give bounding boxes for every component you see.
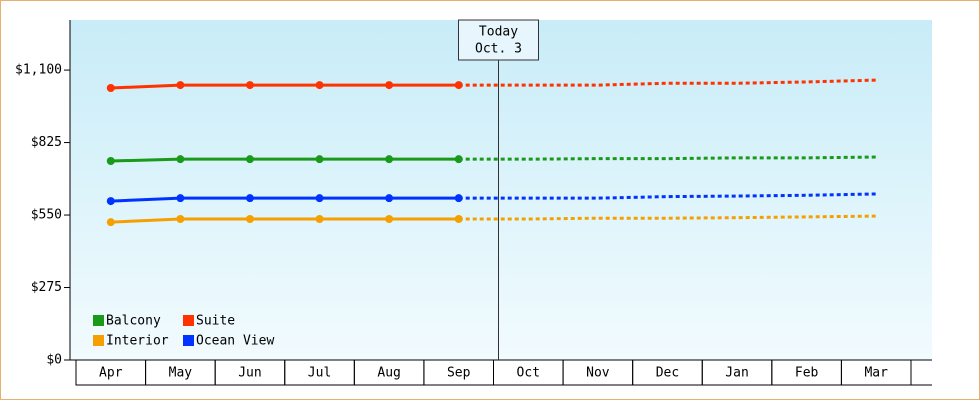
price-point bbox=[245, 81, 254, 90]
x-tick-label: Jan bbox=[725, 366, 748, 381]
price-point bbox=[106, 197, 115, 206]
price-point bbox=[245, 194, 254, 203]
x-tick-label: May bbox=[169, 366, 193, 381]
price-point bbox=[315, 214, 324, 223]
price-point bbox=[315, 194, 324, 203]
plot-area bbox=[70, 20, 932, 360]
x-tick-label: Jul bbox=[308, 366, 331, 381]
today-date: Oct. 3 bbox=[475, 42, 522, 57]
x-tick-label: Aug bbox=[377, 366, 400, 381]
x-tick-label: Nov bbox=[586, 366, 610, 381]
price-point bbox=[385, 81, 394, 90]
today-label: Today bbox=[479, 25, 518, 40]
price-line bbox=[110, 157, 459, 163]
price-line bbox=[110, 196, 459, 203]
price-point bbox=[315, 81, 324, 90]
price-point bbox=[176, 214, 185, 223]
legend-swatch bbox=[93, 315, 104, 326]
price-point bbox=[106, 218, 115, 227]
x-category-box bbox=[840, 359, 912, 386]
legend-label: Suite bbox=[196, 314, 235, 329]
x-tick-label: Apr bbox=[99, 366, 123, 381]
price-point bbox=[385, 214, 394, 223]
legend-swatch bbox=[93, 335, 104, 346]
x-tick-label: Dec bbox=[656, 366, 679, 381]
legend-label: Interior bbox=[106, 334, 169, 349]
y-tick-label: $0 bbox=[46, 353, 62, 368]
price-line bbox=[110, 83, 459, 90]
price-point bbox=[454, 194, 463, 203]
price-point bbox=[454, 81, 463, 90]
y-tick-label: $1,100 bbox=[15, 63, 62, 78]
legend-label: Balcony bbox=[106, 314, 161, 329]
x-tick-label: Sep bbox=[447, 366, 471, 381]
y-tick-label: $275 bbox=[31, 280, 62, 295]
x-tick-label: Mar bbox=[864, 366, 888, 381]
y-tick-label: $825 bbox=[31, 135, 62, 150]
legend-swatch bbox=[183, 315, 194, 326]
price-point bbox=[245, 214, 254, 223]
legend-label: Ocean View bbox=[196, 334, 274, 349]
price-point bbox=[385, 194, 394, 203]
price-point bbox=[106, 84, 115, 92]
x-tick-label: Oct bbox=[517, 366, 540, 381]
price-point bbox=[176, 81, 185, 90]
price-point bbox=[176, 194, 185, 203]
price-point bbox=[315, 155, 324, 164]
x-tick-label: Feb bbox=[795, 366, 819, 381]
price-point bbox=[106, 157, 115, 166]
price-point bbox=[454, 214, 463, 223]
today-box bbox=[458, 19, 539, 61]
price-point bbox=[454, 155, 463, 164]
legend-swatch bbox=[183, 335, 194, 346]
x-tick-label: Jun bbox=[238, 366, 261, 381]
price-point bbox=[385, 155, 394, 164]
price-point bbox=[245, 155, 254, 164]
price-line bbox=[110, 217, 459, 224]
price-point bbox=[176, 155, 185, 164]
y-tick-label: $550 bbox=[31, 208, 62, 223]
